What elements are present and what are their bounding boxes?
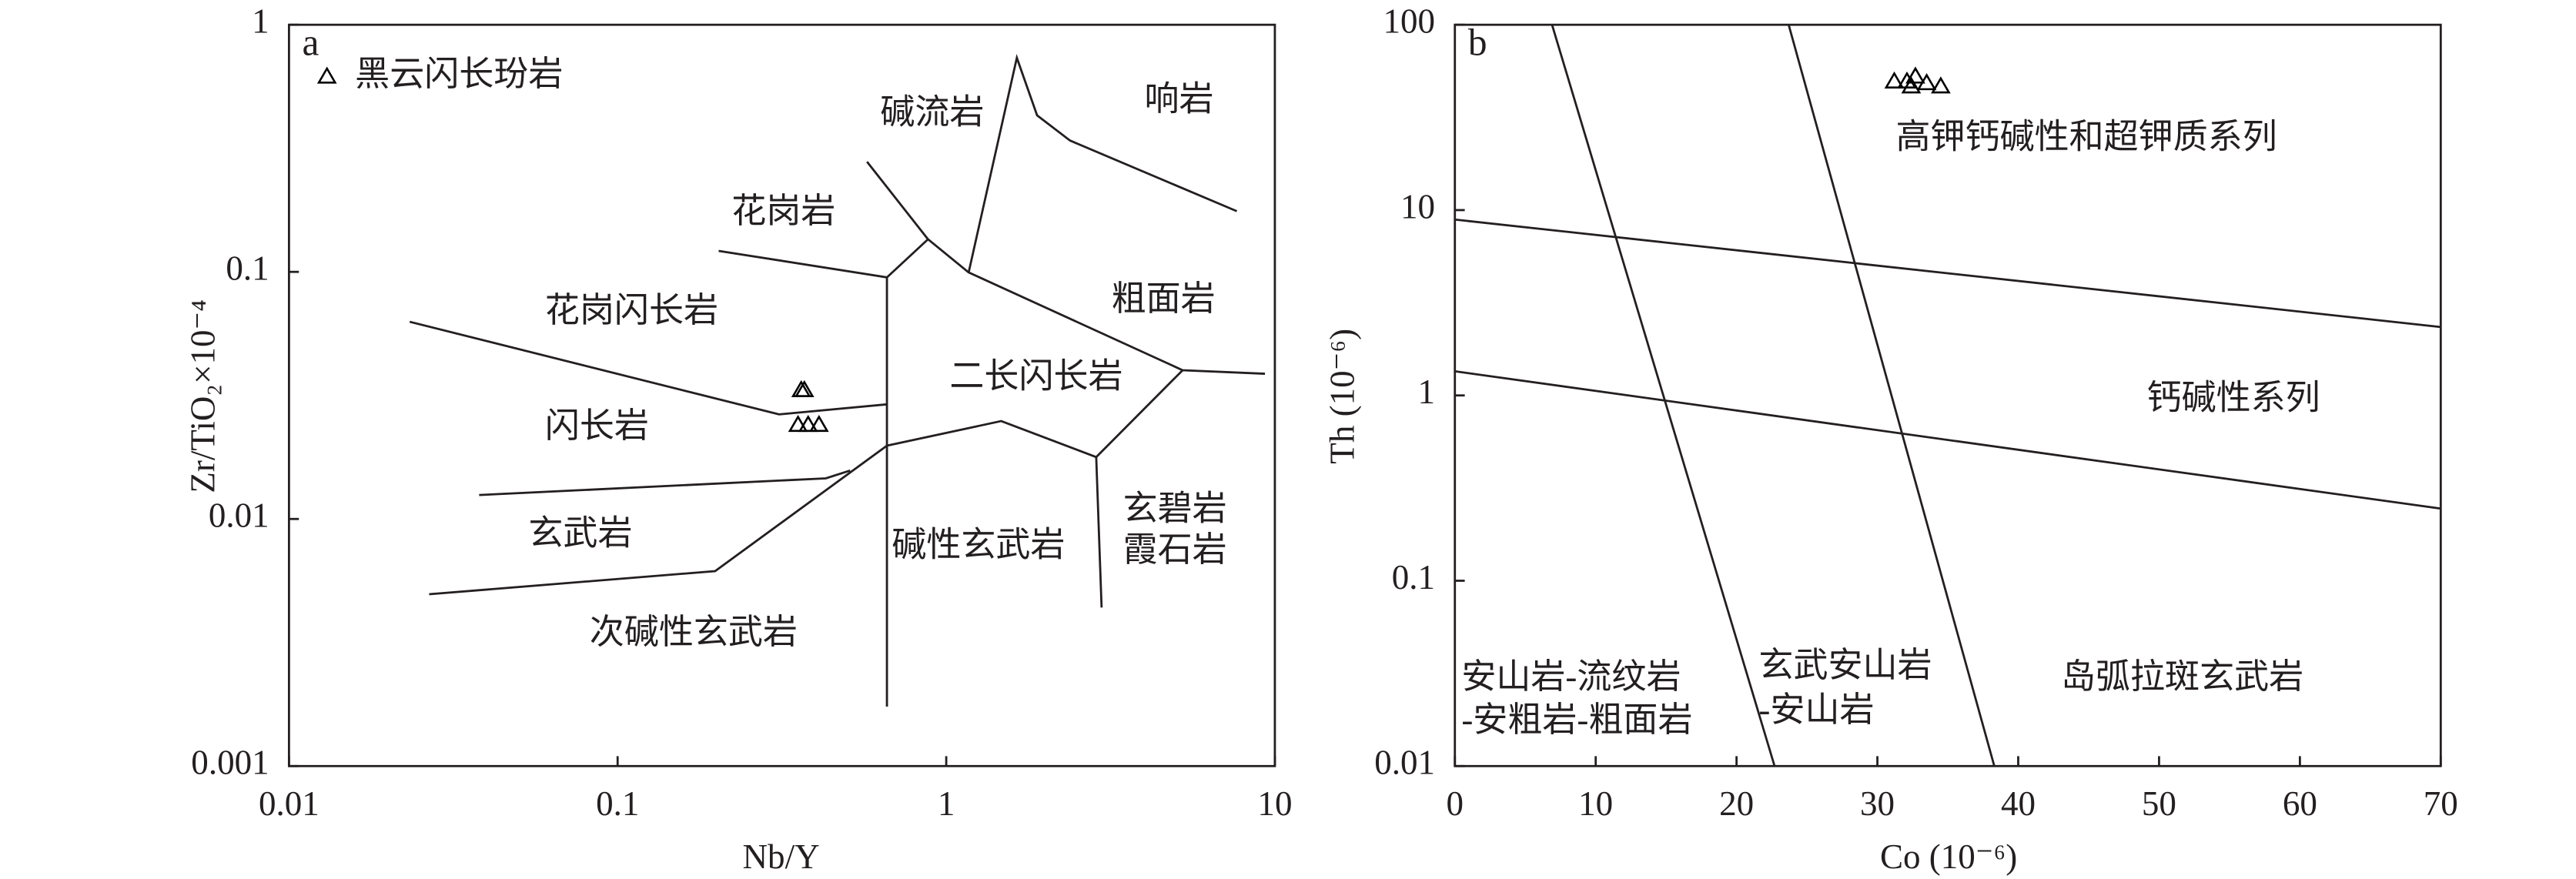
field-label: 霞石岩 [1123, 530, 1227, 569]
y-axis-label: Zr/TiO₂×10⁻⁴ [183, 299, 222, 493]
field-boundary [927, 238, 1266, 375]
field-boundary [967, 54, 1238, 273]
field-label: 安山岩-流纹岩 [1461, 657, 1681, 696]
field-label: 花岗闪长岩 [545, 291, 718, 329]
y-tick-label: 1 [1417, 373, 1435, 411]
x-tick-label: 50 [2142, 784, 2176, 823]
field-label: 碱性玄武岩 [892, 525, 1065, 563]
x-tick-label: 60 [2283, 784, 2317, 823]
x-tick-label: 40 [2001, 784, 2036, 823]
field-boundary [718, 249, 888, 707]
legend-marker [316, 66, 337, 84]
field-boundary [1787, 24, 1996, 767]
field-label: 闪长岩 [545, 406, 649, 445]
field-label: -安山岩 [1758, 690, 1874, 729]
field-boundary [866, 161, 930, 279]
x-axis-label: Nb/Y [743, 837, 820, 876]
x-tick-label: 20 [1719, 784, 1754, 823]
x-tick-label: 70 [2424, 784, 2458, 823]
field-label: 碱流岩 [880, 92, 984, 131]
y-tick-label: 0.001 [191, 744, 269, 782]
y-tick-label: 0.1 [1392, 558, 1435, 597]
field-label: -安粗岩-粗面岩 [1461, 700, 1692, 739]
x-axis-label: Co (10⁻⁶) [1880, 837, 2017, 876]
plot-frame [287, 23, 1276, 767]
field-boundary [479, 470, 851, 496]
data-point [1905, 66, 1925, 84]
x-tick-label: 1 [938, 784, 955, 823]
field-label: 高钾钙碱性和超钾质系列 [1895, 118, 2277, 156]
y-tick-label: 100 [1383, 2, 1435, 41]
data-point [794, 379, 815, 397]
y-tick-label: 0.01 [209, 496, 269, 535]
data-point [1901, 76, 1922, 94]
field-boundary [1454, 218, 2441, 329]
field-label: 响岩 [1144, 79, 1213, 118]
data-point [1916, 73, 1937, 91]
field-label: 二长闪长岩 [949, 357, 1122, 396]
y-tick-label: 10 [1400, 187, 1435, 226]
field-label: 钙碱性系列 [2147, 379, 2320, 417]
field-boundary [1095, 456, 1103, 608]
x-tick-label: 0.01 [259, 784, 319, 823]
field-label: 玄武岩 [528, 513, 632, 552]
y-tick-label: 0.1 [226, 249, 269, 288]
data-point [788, 414, 808, 433]
field-boundary [1551, 24, 1776, 767]
y-axis-label: Th (10⁻⁶) [1323, 329, 1362, 464]
field-label: 玄碧岩 [1123, 489, 1227, 527]
y-tick-label: 1 [252, 2, 269, 41]
data-point [808, 414, 829, 433]
panel-title: a [303, 21, 319, 63]
field-label: 次碱性玄武岩 [590, 613, 798, 651]
field-label: 粗面岩 [1112, 279, 1216, 318]
field-label: 玄武安山岩 [1758, 646, 1932, 684]
panel-title: b [1468, 21, 1487, 63]
field-boundary [1454, 369, 2441, 510]
data-point [1931, 76, 1951, 94]
y-tick-label: 0.01 [1374, 744, 1435, 782]
field-boundary [886, 369, 1184, 459]
x-tick-label: 10 [1578, 784, 1613, 823]
data-point [1884, 71, 1905, 89]
x-tick-label: 0 [1446, 784, 1464, 823]
data-point [798, 414, 818, 433]
field-label: 岛弧拉斑玄武岩 [2061, 657, 2303, 696]
field-label: 花岗岩 [731, 192, 835, 230]
x-tick-label: 30 [1860, 784, 1895, 823]
field-boundary [409, 320, 888, 416]
legend-label: 黑云闪长玢岩 [355, 55, 563, 93]
field-boundary [429, 444, 888, 596]
x-tick-label: 10 [1257, 784, 1292, 823]
x-tick-label: 0.1 [596, 784, 639, 823]
